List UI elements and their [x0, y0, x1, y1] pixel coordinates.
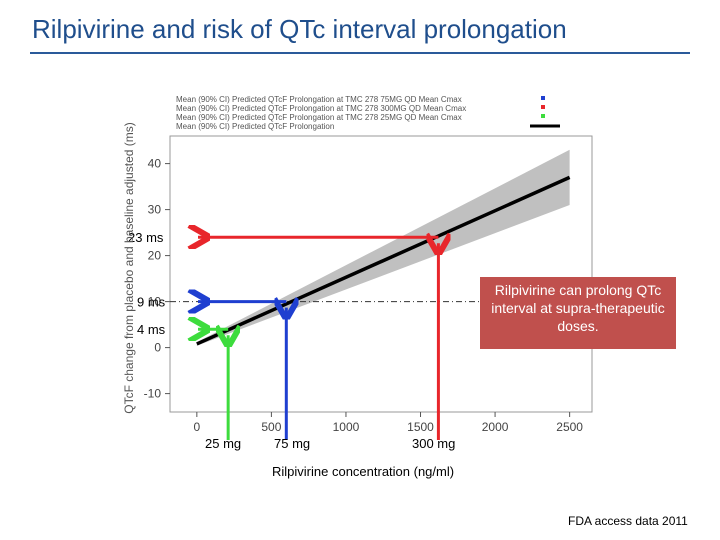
effect-label: 4 ms [137, 322, 166, 337]
confidence-band [196, 149, 570, 346]
slide-title: Rilpivirine and risk of QTc interval pro… [32, 14, 567, 44]
legend-swatch [541, 105, 545, 109]
dose-annotations: 4 ms 9 ms 23 ms 25 mg 75 mg 300 mg [128, 230, 455, 451]
legend: Mean (90% CI) Predicted QTcF Prolongatio… [176, 95, 560, 131]
x-axis-title: Rilpivirine concentration (ng/ml) [272, 464, 455, 479]
legend-entry: Mean (90% CI) Predicted QTcF Prolongatio… [176, 104, 466, 113]
y-tick-label: 30 [148, 203, 162, 217]
title-underline [30, 52, 690, 54]
y-axis: -10 0 10 20 30 40 [144, 157, 170, 401]
y-axis-label: QTcF change from placebo and baseline ad… [122, 122, 136, 414]
x-tick-label: 500 [261, 420, 281, 434]
y-tick-label: 10 [148, 295, 162, 309]
x-tick-label: 0 [193, 420, 200, 434]
dose-label: 75 mg [274, 436, 310, 451]
x-axis: 0 500 1000 1500 2000 2500 [193, 412, 583, 434]
plot-frame [169, 135, 593, 413]
dose-label: 25 mg [205, 436, 241, 451]
x-tick-label: 2000 [482, 420, 509, 434]
legend-entry: Mean (90% CI) Predicted QTcF Prolongatio… [176, 122, 334, 131]
y-tick-label: 0 [154, 341, 161, 355]
y-tick-label: 40 [148, 157, 162, 171]
x-tick-label: 1500 [407, 420, 434, 434]
callout-box: Rilpivirine can prolong QTc interval at … [480, 277, 676, 349]
effect-label: 9 ms [137, 295, 166, 310]
y-tick-label: 20 [148, 249, 162, 263]
y-tick-label: -10 [144, 387, 162, 401]
x-tick-label: 1000 [333, 420, 360, 434]
effect-label: 23 ms [128, 230, 164, 245]
source-note: FDA access data 2011 [568, 514, 688, 528]
legend-swatch [541, 114, 545, 118]
legend-entry: Mean (90% CI) Predicted QTcF Prolongatio… [176, 95, 462, 104]
regression-line-path [196, 175, 571, 346]
x-tick-label: 2500 [556, 420, 583, 434]
regression-line [196, 175, 571, 346]
dose-label: 300 mg [412, 436, 455, 451]
ci-band-area [196, 149, 570, 346]
legend-entry: Mean (90% CI) Predicted QTcF Prolongatio… [176, 113, 462, 122]
legend-swatch [541, 96, 545, 100]
